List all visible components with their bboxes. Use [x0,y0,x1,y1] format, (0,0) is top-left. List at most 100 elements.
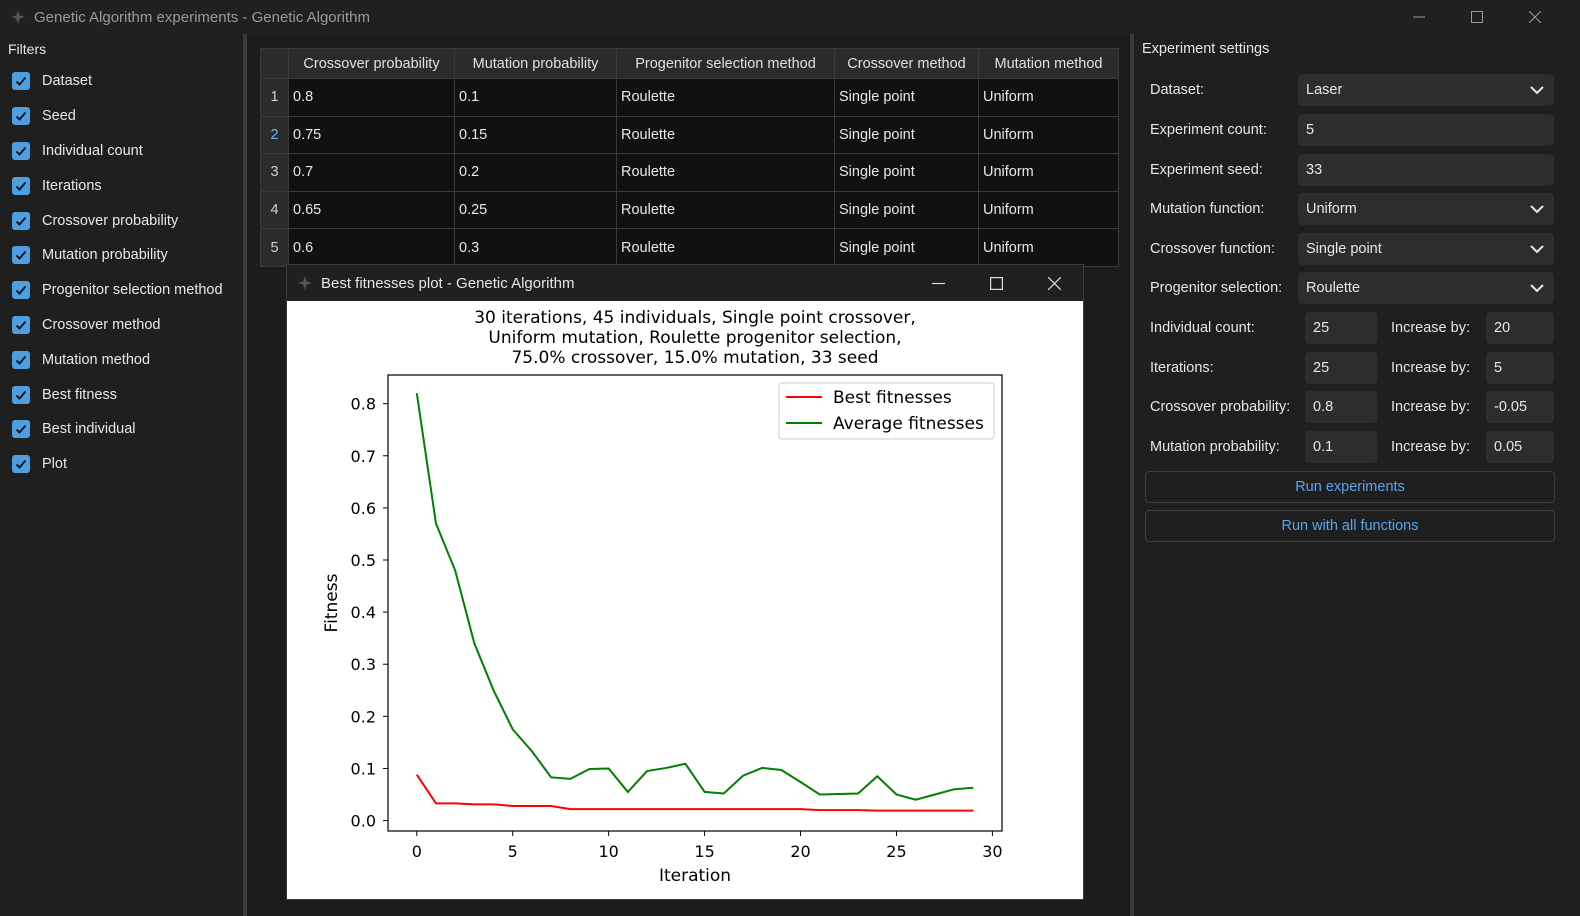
iterations-increase-input[interactable]: 5 [1486,352,1554,384]
crossover-function-select[interactable]: Single point [1298,233,1554,265]
checkbox[interactable] [12,385,30,404]
mutation-function-value: Uniform [1306,201,1357,217]
column-header[interactable]: Mutation method [978,48,1119,79]
table-row[interactable]: 5 0.6 0.3 Roulette Single point Uniform [260,228,1119,267]
left-splitter[interactable] [243,34,247,916]
table-cell[interactable]: Roulette [616,153,835,192]
crossover-probability-input[interactable]: 0.8 [1305,391,1377,423]
filter-item-best-fitness[interactable]: Best fitness [0,377,243,412]
mutation-function-select[interactable]: Uniform [1298,193,1554,225]
individual-count-increase-input[interactable]: 20 [1486,312,1554,344]
table-cell[interactable]: 0.75 [288,115,455,155]
crossover-probability-increase-row: Increase by: [1391,391,1470,423]
row-number[interactable]: 4 [260,190,289,230]
filter-item-individual-count[interactable]: Individual count [0,134,243,169]
table-cell[interactable]: 0.65 [288,190,455,230]
table-cell[interactable]: Roulette [616,190,835,230]
table-cell[interactable]: 0.3 [454,228,617,267]
checkbox[interactable] [12,455,30,474]
checkbox[interactable] [12,107,30,126]
mutation-probability-increase-input[interactable]: 0.05 [1486,431,1554,463]
table-cell[interactable]: 0.15 [454,115,617,155]
table-cell[interactable]: 0.1 [454,78,617,117]
corner-header[interactable] [260,48,289,79]
individual-count-input[interactable]: 25 [1305,312,1377,344]
mutation-probability-input[interactable]: 0.1 [1305,431,1377,463]
table-row[interactable]: 1 0.8 0.1 Roulette Single point Uniform [260,78,1119,117]
filter-item-dataset[interactable]: Dataset [0,64,243,99]
checkbox[interactable] [12,141,30,160]
progenitor-selection-select[interactable]: Roulette [1298,272,1554,304]
filter-label: Iterations [42,177,102,194]
experiment-seed-input[interactable]: 33 [1298,154,1554,186]
table-cell[interactable]: Roulette [616,115,835,155]
row-number[interactable]: 2 [260,115,289,155]
table-cell[interactable]: 0.25 [454,190,617,230]
experiment-count-input[interactable]: 5 [1298,114,1554,146]
filter-item-iterations[interactable]: Iterations [0,168,243,203]
table-cell[interactable]: Single point [834,115,979,155]
filter-item-mutation-probability[interactable]: Mutation probability [0,238,243,273]
table-cell[interactable]: 0.6 [288,228,455,267]
filter-item-plot[interactable]: Plot [0,447,243,482]
filter-item-mutation-method[interactable]: Mutation method [0,342,243,377]
minimize-icon [1413,16,1425,18]
filter-item-progenitor-selection-method[interactable]: Progenitor selection method [0,273,243,308]
table-cell[interactable]: Single point [834,153,979,192]
right-splitter[interactable] [1130,34,1134,916]
table-cell[interactable]: 0.7 [288,153,455,192]
column-header[interactable]: Crossover probability [288,48,455,79]
filter-label: Mutation probability [42,247,168,264]
checkmark-icon [15,320,27,330]
maximize-button[interactable] [1448,0,1506,34]
table-cell[interactable]: 0.2 [454,153,617,192]
filter-item-seed[interactable]: Seed [0,99,243,134]
filter-item-crossover-probability[interactable]: Crossover probability [0,203,243,238]
row-number[interactable]: 1 [260,78,289,117]
filter-item-best-individual[interactable]: Best individual [0,412,243,447]
table-row[interactable]: 2 0.75 0.15 Roulette Single point Uniform [260,115,1119,155]
iterations-input[interactable]: 25 [1305,352,1377,384]
chart-title-line: 30 iterations, 45 individuals, Single po… [474,308,916,328]
table-cell[interactable]: Uniform [978,228,1119,267]
table-cell[interactable]: Single point [834,228,979,267]
table-cell[interactable]: Uniform [978,78,1119,117]
column-header[interactable]: Mutation probability [454,48,617,79]
table-row[interactable]: 4 0.65 0.25 Roulette Single point Uniform [260,190,1119,230]
minimize-button[interactable] [1390,0,1448,34]
row-number[interactable]: 3 [260,153,289,192]
checkbox[interactable] [12,211,30,230]
checkbox[interactable] [12,315,30,334]
checkbox[interactable] [12,420,30,439]
checkbox[interactable] [12,176,30,195]
column-header[interactable]: Progenitor selection method [616,48,835,79]
table-cell[interactable]: Roulette [616,228,835,267]
plot-close-button[interactable] [1025,265,1083,301]
table-row[interactable]: 3 0.7 0.2 Roulette Single point Uniform [260,153,1119,192]
run-all-functions-button[interactable]: Run with all functions [1145,510,1555,542]
filter-item-crossover-method[interactable]: Crossover method [0,308,243,343]
dataset-select[interactable]: Laser [1298,74,1554,106]
checkbox[interactable] [12,246,30,265]
filter-label: Crossover method [42,316,161,333]
checkbox[interactable] [12,72,30,91]
table-cell[interactable]: Uniform [978,153,1119,192]
table-cell[interactable]: 0.8 [288,78,455,117]
checkbox[interactable] [12,281,30,300]
table-cell[interactable]: Uniform [978,190,1119,230]
iterations-label: Iterations: [1150,360,1214,376]
checkbox[interactable] [12,350,30,369]
y-tick-label: 0.3 [351,655,376,674]
table-cell[interactable]: Roulette [616,78,835,117]
row-number[interactable]: 5 [260,228,289,267]
plot-maximize-button[interactable] [967,265,1025,301]
table-cell[interactable]: Single point [834,78,979,117]
crossover-probability-label: Crossover probability: [1150,399,1291,415]
table-cell[interactable]: Uniform [978,115,1119,155]
run-experiments-button[interactable]: Run experiments [1145,471,1555,503]
crossover-probability-increase-input[interactable]: -0.05 [1486,391,1554,423]
column-header[interactable]: Crossover method [834,48,979,79]
close-button[interactable] [1506,0,1564,34]
table-cell[interactable]: Single point [834,190,979,230]
plot-minimize-button[interactable] [909,265,967,301]
